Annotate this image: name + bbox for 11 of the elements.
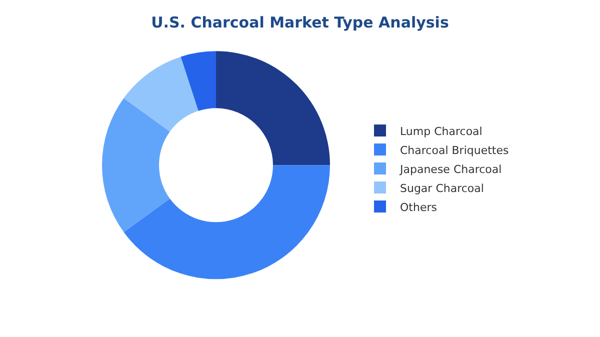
donut-slice <box>102 98 170 232</box>
legend-label: Charcoal Briquettes <box>400 144 509 157</box>
legend-label: Lump Charcoal <box>400 124 482 138</box>
legend-label: Sugar Charcoal <box>400 182 484 195</box>
donut-slice <box>216 51 330 166</box>
donut-slice <box>124 56 198 132</box>
chart-title: U.S. Charcoal Market Type Analysis <box>151 13 449 32</box>
legend-label: Others <box>400 200 438 214</box>
donut-slice <box>180 51 216 111</box>
donut-slice <box>124 165 330 279</box>
legend-label: Japanese Charcoal <box>399 162 502 176</box>
